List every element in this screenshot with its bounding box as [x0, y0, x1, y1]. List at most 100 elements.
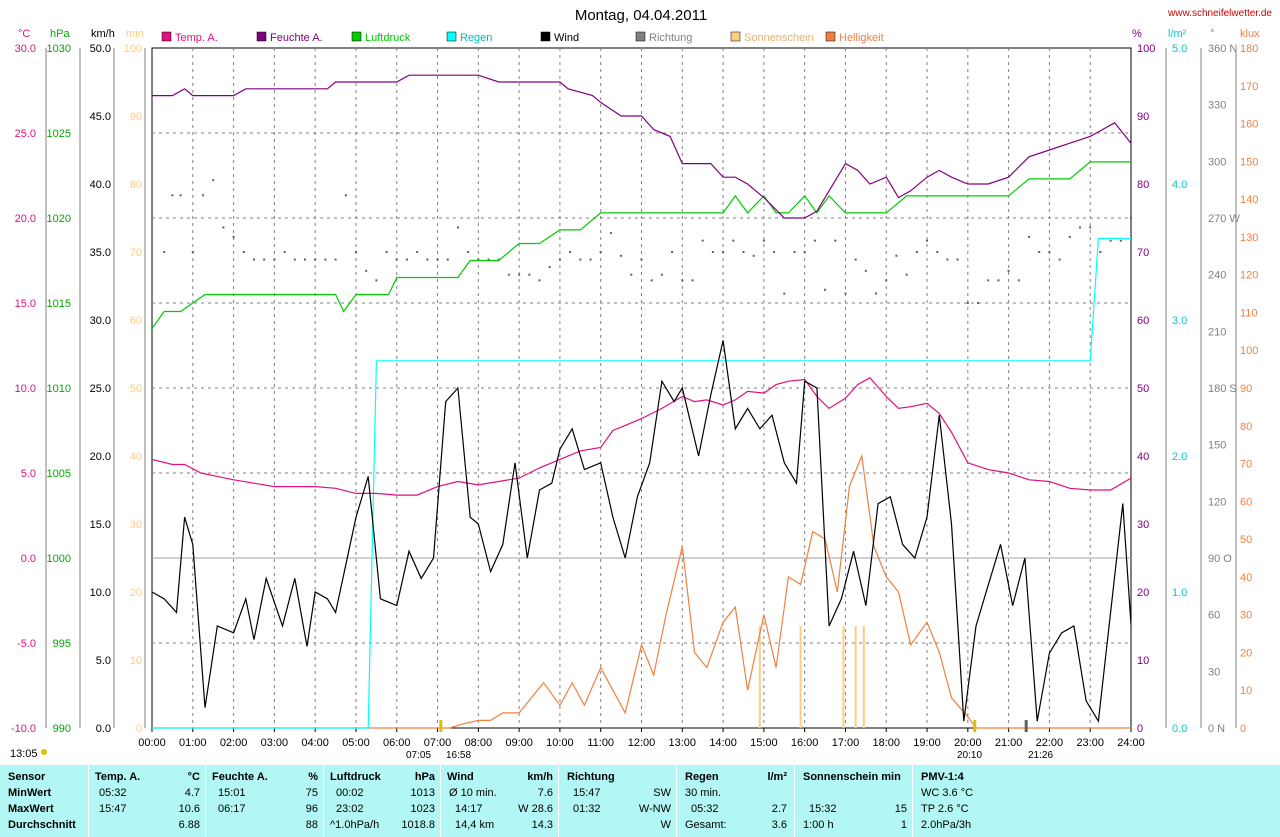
- stats-rain-total-value: 3.6: [771, 819, 787, 831]
- stats-direction-max-value: W-NW: [638, 803, 671, 815]
- stats-wind-max-time: 14:17: [455, 803, 483, 815]
- legend-swatch: [825, 31, 836, 42]
- pressure-line: [151, 161, 1131, 329]
- temp-axis-tick: -10.0: [11, 723, 36, 735]
- x-tick-label: 12:00: [628, 737, 656, 749]
- light-axis-tick: 10: [1240, 685, 1252, 697]
- humidity-axis-tick: 0: [1137, 723, 1143, 735]
- legend-label: Helligkeit: [839, 32, 884, 44]
- direction-point: [507, 273, 510, 276]
- stats-direction-max-time: 01:32: [573, 803, 601, 815]
- direction-point: [803, 251, 806, 253]
- direction-point: [416, 251, 419, 253]
- direction-point: [487, 258, 490, 261]
- light-axis-tick: 120: [1240, 270, 1258, 282]
- humidity-axis-tick: 90: [1137, 111, 1149, 123]
- direction-point: [681, 279, 684, 282]
- direction-axis-tick: 300: [1208, 156, 1226, 168]
- direction-point: [732, 239, 735, 242]
- stats-humid-avg-value: 88: [305, 819, 318, 831]
- sun-icon: [41, 749, 47, 755]
- legend-swatch: [540, 31, 551, 42]
- direction-point: [1130, 217, 1132, 219]
- direction-point: [1068, 235, 1071, 238]
- sun-axis-tick: 70: [130, 247, 142, 259]
- light-axis-tick: 100: [1240, 345, 1258, 357]
- direction-point: [834, 239, 837, 242]
- stats-rain-max-time: 05:32: [691, 803, 719, 815]
- direction-axis-tick: 90 O: [1208, 553, 1232, 565]
- x-tick-label: 17:00: [832, 737, 860, 749]
- x-tick-label: 09:00: [505, 737, 533, 749]
- x-tick-label: 15:00: [750, 737, 778, 749]
- stats-direction-min-time: 15:47: [573, 787, 601, 799]
- direction-point: [293, 258, 296, 261]
- direction-point: [191, 251, 194, 253]
- legend-label: Sonnenschein: [744, 32, 814, 44]
- direction-point: [212, 179, 215, 182]
- direction-point: [885, 279, 888, 282]
- wind-axis-tick: 0.0: [96, 723, 111, 735]
- sun-axis-tick: 90: [130, 111, 142, 123]
- direction-axis-tick: 150: [1208, 440, 1226, 452]
- direction-point: [436, 258, 439, 261]
- light-axis-tick: 40: [1240, 572, 1252, 584]
- direction-point: [1007, 269, 1010, 272]
- stats-humid-max-value: 96: [305, 803, 318, 815]
- pressure-axis-tick: 995: [53, 638, 71, 650]
- light-axis-tick: 140: [1240, 194, 1258, 206]
- stats-rain-max-value: 2.7: [771, 803, 787, 815]
- direction-point: [385, 251, 388, 253]
- x-tick-label: 08:00: [465, 737, 493, 749]
- direction-point: [1038, 251, 1041, 253]
- pressure-axis-tick: 1000: [47, 553, 71, 565]
- plot-area: [151, 47, 1132, 729]
- direction-point: [446, 258, 449, 261]
- stats-sun-max-value: 15: [894, 803, 907, 815]
- direction-point: [314, 258, 317, 261]
- direction-point: [620, 254, 623, 257]
- wind-line: [151, 340, 1132, 724]
- direction-point: [569, 251, 572, 253]
- time-marker-label: 16:58: [446, 750, 471, 761]
- legend-swatch: [635, 31, 646, 42]
- direction-point: [163, 251, 166, 253]
- axis-unit-label: °C: [18, 28, 30, 40]
- direction-point: [232, 235, 235, 238]
- brightness-line: [152, 453, 1131, 729]
- x-tick-label: 11:00: [587, 737, 614, 749]
- chart-title: Montag, 04.04.2011: [575, 7, 707, 24]
- humidity-line: [152, 74, 1132, 219]
- stats-pressure-min-time: 00:02: [336, 787, 364, 799]
- stats-pmv-header: PMV-1:4: [921, 771, 964, 783]
- humidity-axis-tick: 30: [1137, 519, 1149, 531]
- wind-axis-tick: 5.0: [96, 655, 111, 667]
- direction-point: [875, 292, 878, 295]
- axis-unit-label: hPa: [50, 28, 70, 40]
- legend-swatch: [351, 31, 362, 42]
- stats-col-wind: Wind km/h Ø 10 min. 7.6 14:17 W 28.6 14,4 k…: [440, 765, 559, 837]
- direction-axis-tick: 120: [1208, 496, 1226, 508]
- stats-row-min: MinWert: [8, 787, 52, 799]
- x-tick-label: 21:00: [995, 737, 1023, 749]
- direction-axis-tick: 240: [1208, 270, 1226, 282]
- weather-chart: 30.025.020.015.010.05.00.0-5.0-10.010301…: [10, 7, 1272, 761]
- wind-axis-tick: 45.0: [90, 111, 111, 123]
- direction-point: [711, 251, 714, 253]
- direction-point: [303, 258, 306, 261]
- direction-point: [926, 239, 929, 242]
- direction-point: [813, 239, 816, 242]
- direction-point: [283, 251, 286, 253]
- direction-point: [426, 258, 429, 261]
- wind-axis-tick: 30.0: [90, 315, 111, 327]
- legend-label: Feuchte A.: [270, 32, 323, 44]
- stats-temp-unit: °C: [187, 771, 200, 783]
- time-marker-label: 13:05: [10, 748, 38, 760]
- wind-axis-tick: 25.0: [90, 383, 111, 395]
- direction-point: [528, 273, 531, 276]
- direction-point: [273, 258, 276, 261]
- stats-rain-unit: l/m²: [767, 771, 787, 783]
- time-marker-label: 21:26: [1028, 750, 1053, 761]
- x-tick-label: 06:00: [383, 737, 411, 749]
- direction-point: [518, 273, 521, 276]
